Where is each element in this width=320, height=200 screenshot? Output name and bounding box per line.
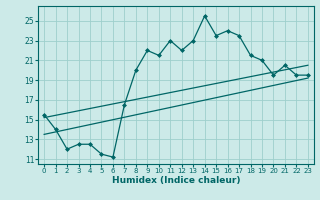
X-axis label: Humidex (Indice chaleur): Humidex (Indice chaleur) — [112, 176, 240, 185]
